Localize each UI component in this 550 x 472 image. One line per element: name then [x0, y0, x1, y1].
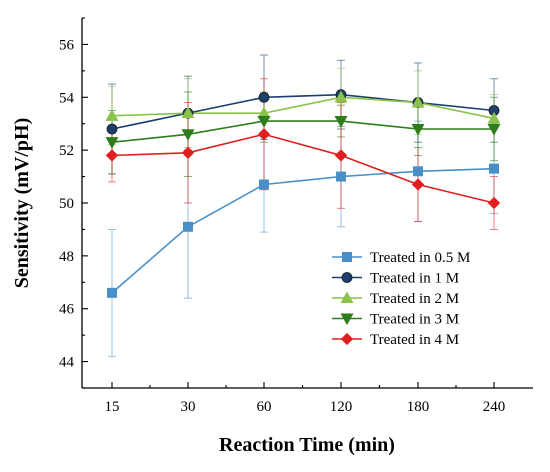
- data-point: [412, 166, 423, 177]
- data-point: [181, 106, 195, 119]
- series-line: [111, 133, 495, 204]
- legend-entry: Treated in 1 M: [332, 271, 459, 287]
- legend-label: Treated in 1 M: [370, 271, 459, 287]
- y-axis-title: Sensitivity (mV/pH): [11, 118, 33, 289]
- data-point: [257, 128, 271, 141]
- legend: Treated in 0.5 M Treated in 1 M Treated in…: [332, 250, 470, 348]
- legend-entry: Treated in 4 M: [332, 332, 459, 348]
- legend-entry: Treated in 2 M: [332, 291, 459, 307]
- data-point: [487, 111, 501, 124]
- legend-label: Treated in 2 M: [370, 291, 459, 307]
- data-point: [257, 116, 271, 128]
- data-point: [487, 196, 501, 210]
- data-point: [335, 171, 346, 182]
- legend-marker: [341, 251, 352, 262]
- x-tick-label: 180: [407, 399, 430, 415]
- data-point: [334, 149, 348, 162]
- data-point: [105, 149, 119, 162]
- data-point: [334, 90, 348, 103]
- series-line: [111, 96, 495, 120]
- legend-marker: [341, 272, 353, 283]
- y-tick-label: 48: [59, 249, 74, 265]
- y-ticks: 44 46 48 50 52 54 56: [59, 17, 88, 389]
- legend-marker: [340, 332, 354, 346]
- y-tick-label: 54: [59, 90, 75, 106]
- legend-label: Treated in 3 M: [370, 312, 459, 328]
- series-line: [111, 120, 494, 144]
- series-line: [111, 167, 495, 294]
- axes: [81, 18, 533, 389]
- data-point: [106, 123, 118, 135]
- legend-entry: Treated in 3 M: [332, 312, 459, 328]
- x-tick-label: 30: [181, 399, 196, 415]
- data-point: [107, 287, 118, 298]
- y-tick-label: 46: [59, 302, 75, 318]
- y-tick-label: 56: [59, 37, 75, 53]
- x-tick-label: 240: [483, 399, 506, 415]
- data-point: [334, 116, 348, 128]
- series-markers: [105, 89, 501, 298]
- legend-entry: Treated in 0.5 M: [332, 250, 470, 266]
- data-point: [181, 129, 195, 141]
- legend-label: Treated in 4 M: [370, 332, 459, 348]
- data-point: [181, 146, 195, 159]
- y-tick-label: 50: [59, 196, 74, 212]
- y-tick-label: 44: [59, 355, 75, 371]
- x-tick-label: 120: [330, 399, 353, 415]
- y-tick-label: 52: [59, 143, 74, 159]
- data-point: [487, 123, 501, 136]
- data-point: [182, 221, 193, 232]
- data-point: [488, 163, 499, 174]
- data-point: [258, 91, 270, 103]
- data-point: [105, 137, 119, 149]
- x-tick-label: 60: [257, 399, 272, 415]
- x-ticks: 15 30 60 120 180 240: [105, 382, 506, 415]
- data-point: [411, 95, 425, 108]
- data-point: [411, 178, 425, 191]
- x-axis-title: Reaction Time (min): [219, 434, 395, 456]
- legend-marker: [340, 313, 354, 326]
- series-lines: [111, 93, 495, 294]
- data-point: [105, 109, 119, 121]
- data-point: [258, 179, 269, 190]
- x-tick-label: 15: [105, 399, 120, 415]
- legend-marker: [340, 291, 354, 304]
- data-point: [411, 123, 425, 136]
- legend-label: Treated in 0.5 M: [370, 250, 470, 266]
- series-line: [111, 93, 495, 130]
